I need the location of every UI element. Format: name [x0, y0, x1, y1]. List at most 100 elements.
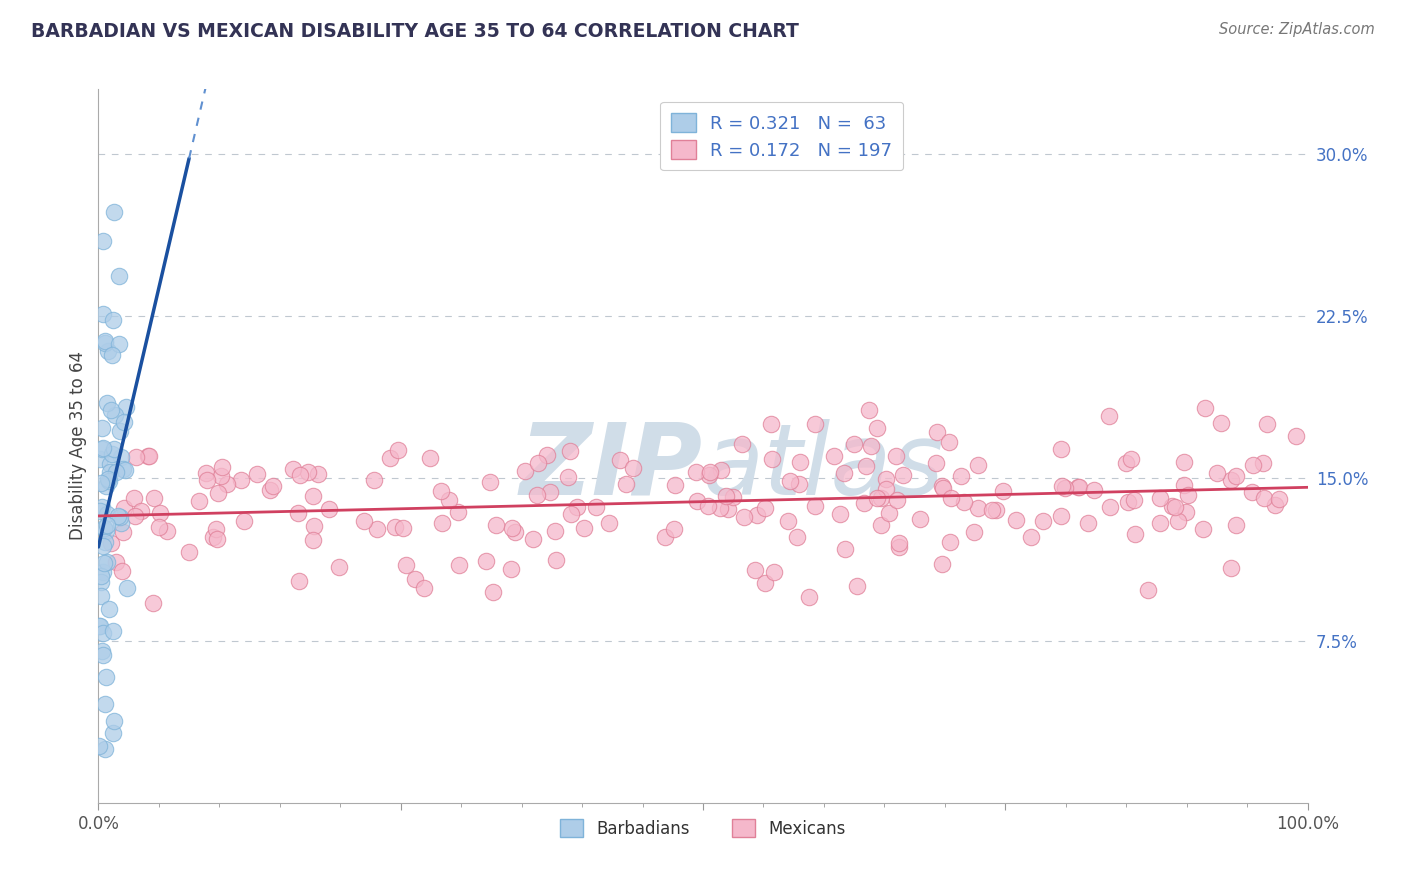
Point — [103, 714, 125, 729]
Point — [307, 467, 329, 482]
Point — [93, 556, 115, 570]
Point — [1050, 478, 1073, 492]
Point — [302, 490, 325, 504]
Point — [103, 205, 125, 219]
Point — [363, 473, 385, 487]
Point — [211, 460, 233, 475]
Point — [1067, 480, 1090, 494]
Point — [94, 697, 117, 711]
Point — [1211, 416, 1233, 430]
Point — [938, 534, 960, 549]
Point — [290, 468, 312, 483]
Point — [142, 491, 165, 505]
Point — [96, 507, 118, 521]
Point — [387, 443, 409, 458]
Point — [963, 524, 986, 539]
Point — [94, 334, 117, 348]
Point — [96, 518, 118, 533]
Point — [685, 465, 707, 479]
Point — [93, 539, 115, 553]
Point — [87, 739, 110, 754]
Point — [522, 532, 544, 546]
Point — [108, 509, 131, 524]
Point — [1053, 481, 1076, 495]
Point — [148, 520, 170, 534]
Point — [205, 533, 228, 547]
Point — [110, 516, 132, 531]
Point — [97, 472, 120, 486]
Point — [1019, 530, 1042, 544]
Point — [804, 500, 827, 514]
Point — [887, 541, 910, 555]
Point — [100, 535, 122, 549]
Point — [104, 408, 127, 422]
Point — [96, 524, 118, 538]
Point — [754, 576, 776, 591]
Point — [931, 557, 953, 571]
Point — [891, 468, 914, 483]
Point — [855, 458, 877, 473]
Point — [142, 595, 165, 609]
Point — [394, 558, 416, 573]
Point — [931, 479, 953, 493]
Point — [1098, 409, 1121, 423]
Point — [1206, 467, 1229, 481]
Point — [778, 514, 800, 528]
Point — [288, 574, 311, 588]
Point — [479, 475, 502, 490]
Point — [1049, 442, 1071, 456]
Point — [572, 521, 595, 535]
Point — [105, 465, 128, 479]
Text: atlas: atlas — [703, 419, 945, 516]
Point — [98, 602, 121, 616]
Point — [779, 474, 801, 488]
Point — [114, 463, 136, 477]
Point — [108, 268, 131, 283]
Point — [754, 500, 776, 515]
Point — [430, 483, 453, 498]
Point — [103, 442, 125, 456]
Point — [1251, 456, 1274, 470]
Point — [91, 234, 114, 248]
Point — [115, 581, 138, 595]
Point — [1123, 527, 1146, 541]
Point — [104, 555, 127, 569]
Point — [432, 516, 454, 530]
Point — [96, 396, 118, 410]
Point — [366, 521, 388, 535]
Point — [823, 449, 845, 463]
Y-axis label: Disability Age 35 to 64: Disability Age 35 to 64 — [69, 351, 87, 541]
Point — [830, 507, 852, 521]
Point — [858, 403, 880, 417]
Point — [585, 500, 607, 514]
Point — [1005, 513, 1028, 527]
Point — [1164, 500, 1187, 515]
Point — [860, 439, 883, 453]
Point — [485, 518, 508, 533]
Point — [97, 344, 120, 359]
Point — [763, 566, 786, 580]
Point — [297, 466, 319, 480]
Text: ZIP: ZIP — [520, 419, 703, 516]
Point — [115, 400, 138, 414]
Point — [1167, 515, 1189, 529]
Point — [925, 457, 948, 471]
Point — [616, 476, 638, 491]
Point — [136, 449, 159, 463]
Text: BARBADIAN VS MEXICAN DISABILITY AGE 35 TO 64 CORRELATION CHART: BARBADIAN VS MEXICAN DISABILITY AGE 35 T… — [31, 22, 799, 41]
Point — [1050, 509, 1073, 524]
Point — [664, 478, 686, 492]
Point — [567, 500, 589, 514]
Point — [103, 624, 125, 639]
Point — [699, 465, 721, 479]
Point — [1122, 493, 1144, 508]
Point — [246, 467, 269, 481]
Point — [834, 541, 856, 556]
Point — [870, 491, 893, 506]
Point — [94, 741, 117, 756]
Point — [287, 506, 309, 520]
Point — [686, 494, 709, 508]
Point — [1032, 515, 1054, 529]
Point — [1118, 495, 1140, 509]
Point — [1225, 469, 1247, 483]
